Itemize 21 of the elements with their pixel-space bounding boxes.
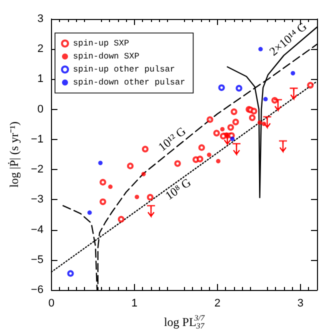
y-tick-label: −3 — [30, 194, 44, 206]
x-tick-label: 3 — [297, 298, 304, 310]
legend-label: spin-up SXP — [73, 38, 130, 48]
x-tick-label: 0 — [48, 298, 55, 310]
legend-label: spin-down other pulsar — [73, 78, 186, 88]
y-tick-label: −6 — [30, 284, 44, 296]
y-tick-label: −1 — [30, 133, 44, 146]
annotation: 10⁸ G — [162, 175, 194, 203]
y-tick-label: 3 — [37, 13, 44, 25]
x-tick-label: 1 — [131, 298, 138, 310]
annotation: 10¹² G — [156, 124, 189, 154]
y-tick-label: 2 — [37, 43, 44, 56]
y-axis-title: log |Ṗ| (s yr⁻¹) — [7, 121, 21, 188]
y-tick-label: 0 — [37, 103, 44, 116]
y-tick-label: −4 — [30, 224, 44, 236]
legend-label: spin-up other pulsar — [73, 64, 176, 74]
y-tick-label: −5 — [30, 254, 44, 266]
x-tick-label: 2 — [214, 298, 220, 310]
y-tick-label: 1 — [37, 73, 44, 86]
legend-label: spin-down SXP — [73, 52, 140, 62]
y-tick-label: −2 — [30, 164, 44, 176]
